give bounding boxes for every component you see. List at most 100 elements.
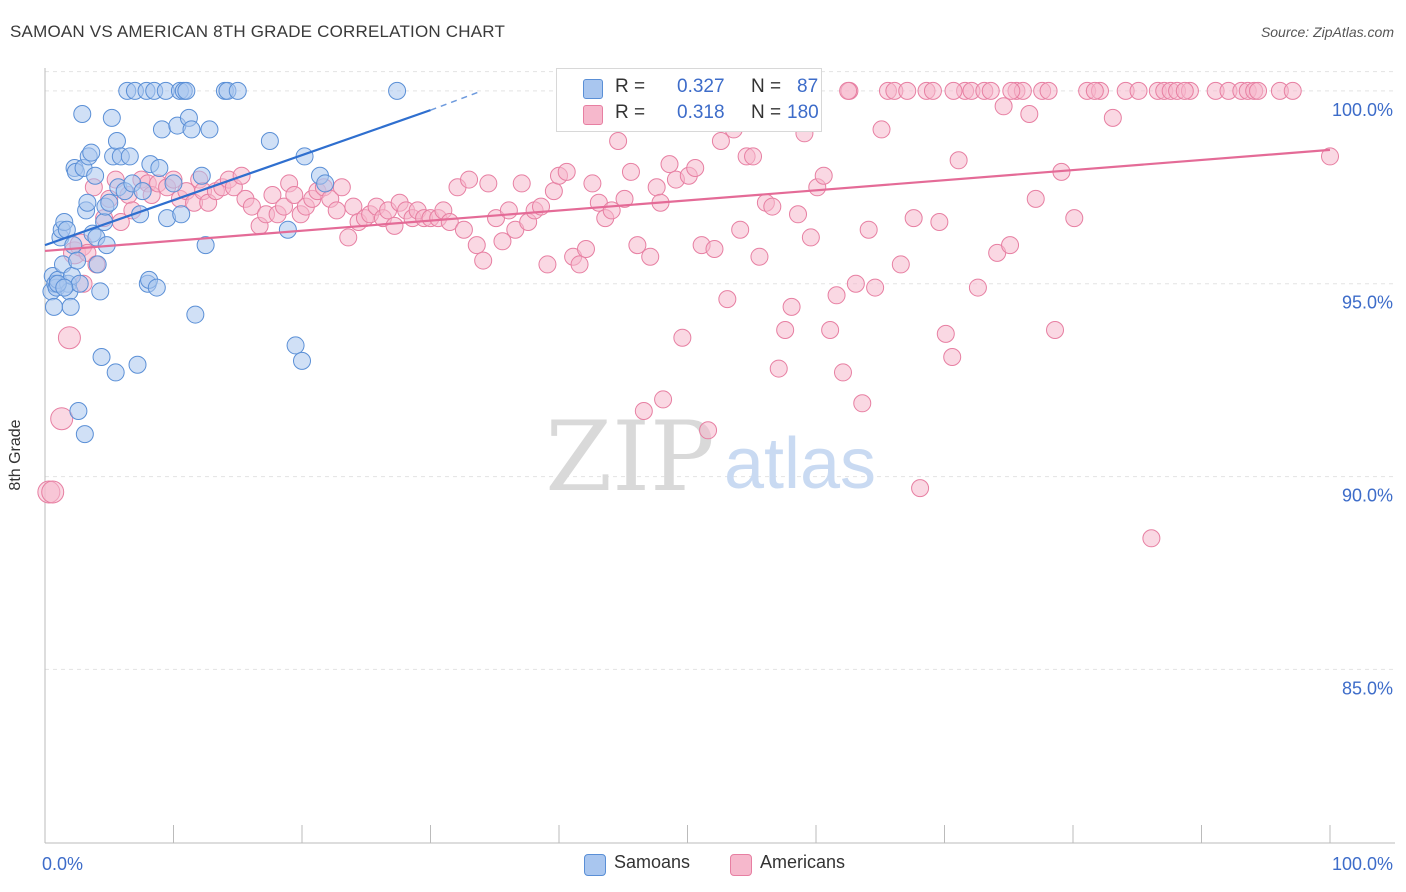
americans-trend-line xyxy=(44,148,1331,253)
american-point xyxy=(538,255,557,274)
american-point xyxy=(1103,108,1122,127)
american-point xyxy=(814,166,833,185)
american-point xyxy=(1175,81,1194,100)
samoan-point xyxy=(293,351,311,370)
samoan-point xyxy=(86,166,105,185)
samoan-point xyxy=(73,105,92,123)
samoan-point xyxy=(192,166,211,185)
samoan-point xyxy=(120,147,139,166)
samoans-r-value: 0.327 xyxy=(677,76,725,97)
american-point xyxy=(866,278,885,297)
american-point xyxy=(711,132,730,150)
american-point xyxy=(1085,81,1104,100)
american-point xyxy=(789,205,808,224)
samoan-point xyxy=(61,297,80,316)
american-point xyxy=(327,201,346,220)
american-point xyxy=(744,147,763,166)
american-point xyxy=(263,186,282,204)
american-point xyxy=(339,228,358,247)
american-point xyxy=(750,247,769,266)
americans-legend-swatch xyxy=(730,854,752,876)
american-point xyxy=(686,159,705,177)
american-point xyxy=(1283,81,1302,100)
samoan-point xyxy=(286,336,305,355)
samoan-point xyxy=(177,81,196,100)
samoans-n-value: 87 xyxy=(797,76,819,97)
samoan-point xyxy=(55,278,74,297)
american-point xyxy=(731,220,750,239)
americans-r-label: R = xyxy=(615,102,646,123)
samoan-point xyxy=(133,182,152,201)
american-point xyxy=(1065,209,1084,228)
american-point xyxy=(763,197,782,216)
american-point xyxy=(1249,81,1268,100)
american-point xyxy=(1142,529,1161,548)
americans-n-label: N = xyxy=(751,102,782,123)
samoan-point xyxy=(102,108,121,127)
samoan-point xyxy=(172,205,191,224)
samoan-point xyxy=(88,255,107,274)
samoan-point xyxy=(260,132,279,150)
american-point xyxy=(1129,81,1148,100)
trend-lines xyxy=(44,90,1331,253)
american-point xyxy=(944,81,963,100)
american-point xyxy=(647,178,666,197)
samoan-point xyxy=(150,159,169,177)
american-point xyxy=(930,213,949,231)
american-point xyxy=(41,480,65,504)
american-point xyxy=(570,255,589,274)
samoans-legend-swatch xyxy=(584,854,606,876)
samoan-point xyxy=(91,282,110,301)
american-point xyxy=(57,326,81,350)
samoan-point xyxy=(316,174,335,193)
samoan-point xyxy=(107,132,126,150)
x-tick-label-min: 0.0% xyxy=(42,854,83,874)
samoan-point xyxy=(128,355,147,374)
american-point xyxy=(634,402,653,420)
samoan-point xyxy=(228,81,247,100)
samoan-point xyxy=(278,220,297,239)
watermark: ZIP atlas xyxy=(545,401,876,513)
american-point xyxy=(499,201,518,220)
samoans-legend-label: Samoans xyxy=(614,852,691,872)
american-point xyxy=(641,247,660,266)
samoan-point xyxy=(152,120,171,139)
american-point xyxy=(454,220,473,239)
american-point xyxy=(782,297,801,316)
axes xyxy=(44,68,1395,844)
american-point xyxy=(911,479,930,498)
american-point xyxy=(673,328,692,347)
american-point xyxy=(904,209,923,228)
samoan-point xyxy=(64,236,83,255)
american-point xyxy=(512,174,531,193)
american-point xyxy=(833,363,852,382)
american-point xyxy=(801,228,820,247)
americans-n-value: 180 xyxy=(787,102,819,123)
americans-r-value: 0.318 xyxy=(677,102,725,123)
american-point xyxy=(872,120,891,139)
watermark-zip: ZIP xyxy=(545,401,714,513)
american-point xyxy=(968,278,987,297)
american-point xyxy=(1020,105,1039,123)
samoan-point xyxy=(69,402,88,420)
american-point xyxy=(891,255,910,274)
samoan-point xyxy=(164,174,183,193)
american-point xyxy=(1321,147,1339,166)
american-point xyxy=(628,236,647,255)
american-point xyxy=(557,162,576,181)
american-point xyxy=(949,151,968,170)
american-point xyxy=(839,81,858,100)
american-point xyxy=(467,236,486,255)
american-point xyxy=(385,216,404,235)
american-point xyxy=(285,186,304,204)
american-point xyxy=(1002,81,1021,100)
american-point xyxy=(332,178,351,197)
american-point xyxy=(923,81,942,100)
watermark-atlas: atlas xyxy=(724,424,876,504)
american-point xyxy=(615,189,634,208)
american-point xyxy=(1001,236,1020,255)
chart-title: SAMOAN VS AMERICAN 8TH GRADE CORRELATION… xyxy=(10,22,506,41)
samoans-n-label: N = xyxy=(751,76,782,97)
series-americans xyxy=(37,81,1339,548)
